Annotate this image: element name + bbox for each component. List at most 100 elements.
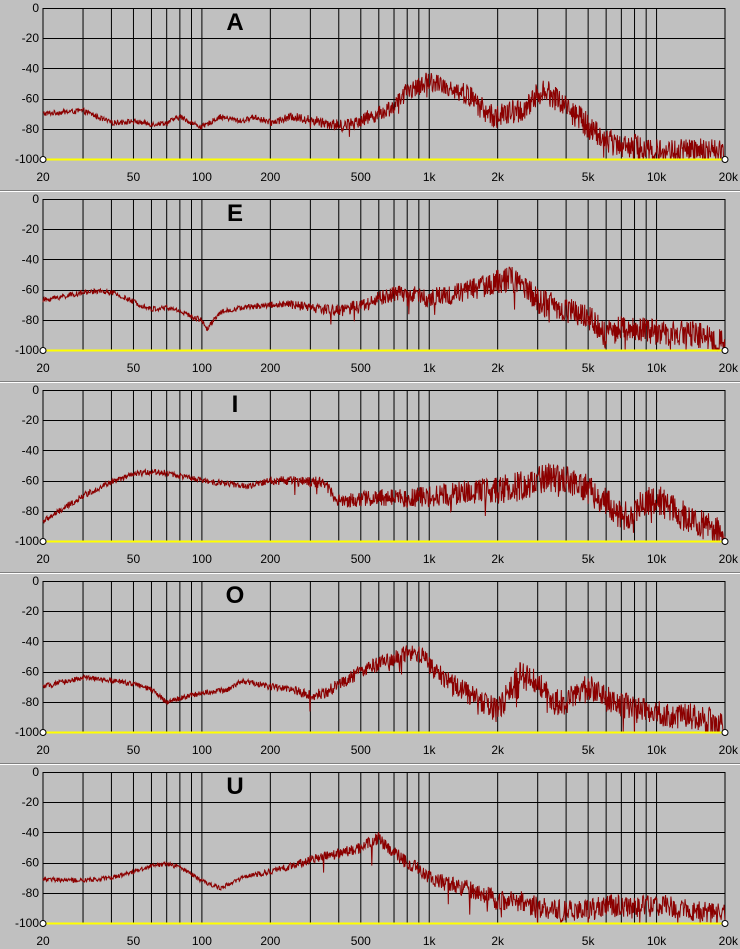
baseline-marker-left	[39, 729, 47, 736]
y-tick-label: -60	[22, 92, 40, 106]
chart-panel: 0 -20 -40 -60 -80 -100 20 50 100 200 500 1k 2k 5k 10k 2…	[15, 1, 739, 184]
y-tick-label: -100	[15, 725, 39, 739]
y-tick-label: -80	[22, 504, 40, 518]
y-tick-label: -100	[15, 343, 39, 357]
x-tick-label: 5k	[582, 552, 596, 566]
y-tick-label: -100	[15, 916, 39, 930]
x-tick-label: 5k	[582, 361, 596, 375]
y-tick-label: -20	[22, 795, 40, 809]
x-tick-label: 200	[260, 743, 280, 757]
y-tick-label: 0	[32, 765, 39, 779]
y-tick-label: 0	[32, 1, 39, 15]
x-tick-label: 200	[260, 361, 280, 375]
spectrum-line	[42, 831, 726, 924]
x-tick-label: 20	[36, 743, 50, 757]
x-tick-label: 5k	[582, 934, 596, 948]
spectrum-line	[42, 463, 726, 542]
x-tick-label: 20	[36, 170, 50, 184]
y-tick-label: -100	[15, 152, 39, 166]
x-tick-label: 100	[192, 743, 212, 757]
y-tick-label: 0	[32, 574, 39, 588]
y-tick-label: -40	[22, 825, 40, 839]
y-tick-label: -80	[22, 313, 40, 327]
x-tick-label: 50	[127, 743, 141, 757]
x-tick-label: 5k	[582, 743, 596, 757]
baseline-marker-right	[721, 920, 729, 927]
x-tick-label: 200	[260, 170, 280, 184]
x-tick-label: 1k	[423, 170, 437, 184]
chart-title: E	[227, 200, 243, 227]
x-tick-label: 20	[36, 552, 50, 566]
y-tick-label: -20	[22, 604, 40, 618]
x-tick-label: 1k	[423, 743, 437, 757]
y-tick-label: -20	[22, 31, 40, 45]
y-tick-label: -100	[15, 534, 39, 548]
baseline-marker-left	[39, 920, 47, 927]
baseline-marker-left	[39, 347, 47, 354]
y-tick-label: -80	[22, 886, 40, 900]
baseline-marker-left	[39, 156, 47, 163]
baseline-marker-right	[721, 538, 729, 545]
y-tick-label: -80	[22, 695, 40, 709]
baseline-marker-right	[721, 156, 729, 163]
y-tick-label: -40	[22, 634, 40, 648]
x-tick-label: 200	[260, 934, 280, 948]
y-tick-label: -40	[22, 61, 40, 75]
x-tick-label: 2k	[491, 552, 505, 566]
baseline-marker-left	[39, 538, 47, 545]
x-tick-label: 20k	[719, 170, 739, 184]
x-tick-label: 500	[351, 743, 371, 757]
x-tick-label: 20	[36, 361, 50, 375]
y-tick-label: -60	[22, 856, 40, 870]
x-tick-label: 100	[192, 552, 212, 566]
y-tick-label: -20	[22, 413, 40, 427]
x-tick-label: 1k	[423, 934, 437, 948]
x-tick-label: 2k	[491, 743, 505, 757]
x-tick-label: 2k	[491, 170, 505, 184]
baseline-marker-right	[721, 347, 729, 354]
y-tick-label: -40	[22, 252, 40, 266]
x-tick-label: 2k	[491, 934, 505, 948]
x-tick-label: 100	[192, 361, 212, 375]
x-tick-label: 20k	[719, 743, 739, 757]
chart-panel: 0 -20 -40 -60 -80 -100 20 50 100 200 500 1k 2k 5k 10k 2…	[0, 381, 740, 566]
y-tick-label: 0	[32, 192, 39, 206]
y-tick-label: -60	[22, 665, 40, 679]
x-tick-label: 20k	[719, 361, 739, 375]
y-tick-label: -60	[22, 283, 40, 297]
chart-title: I	[232, 391, 239, 418]
x-tick-label: 100	[192, 934, 212, 948]
chart-panel: 0 -20 -40 -60 -80 -100 20 50 100 200 500 1k 2k 5k 10k 2…	[0, 190, 740, 375]
chart-title: O	[226, 582, 245, 609]
x-tick-label: 500	[351, 361, 371, 375]
chart-title: A	[226, 9, 243, 36]
x-tick-label: 5k	[582, 170, 596, 184]
chart-panel: 0 -20 -40 -60 -80 -100 20 50 100 200 500 1k 2k 5k 10k 2…	[0, 572, 740, 757]
x-tick-label: 10k	[647, 552, 667, 566]
spectrum-line	[42, 72, 726, 161]
baseline-marker-right	[721, 729, 729, 736]
x-tick-label: 20k	[719, 552, 739, 566]
x-tick-label: 2k	[491, 361, 505, 375]
x-tick-label: 20k	[719, 934, 739, 948]
y-tick-label: -20	[22, 222, 40, 236]
y-tick-label: -80	[22, 122, 40, 136]
y-tick-label: -60	[22, 474, 40, 488]
spectrum-line	[42, 266, 726, 352]
x-tick-label: 50	[127, 361, 141, 375]
x-tick-label: 10k	[647, 361, 667, 375]
y-tick-label: -40	[22, 443, 40, 457]
chart-panel: 0 -20 -40 -60 -80 -100 20 50 100 200 500 1k 2k 5k 10k 2…	[0, 763, 740, 948]
x-tick-label: 1k	[423, 361, 437, 375]
x-tick-label: 20	[36, 934, 50, 948]
x-tick-label: 10k	[647, 743, 667, 757]
x-tick-label: 500	[351, 552, 371, 566]
y-tick-label: 0	[32, 383, 39, 397]
x-tick-label: 1k	[423, 552, 437, 566]
x-tick-label: 50	[127, 934, 141, 948]
spectrum-line	[42, 645, 726, 734]
x-tick-label: 10k	[647, 934, 667, 948]
x-tick-label: 500	[351, 934, 371, 948]
x-tick-label: 50	[127, 170, 141, 184]
